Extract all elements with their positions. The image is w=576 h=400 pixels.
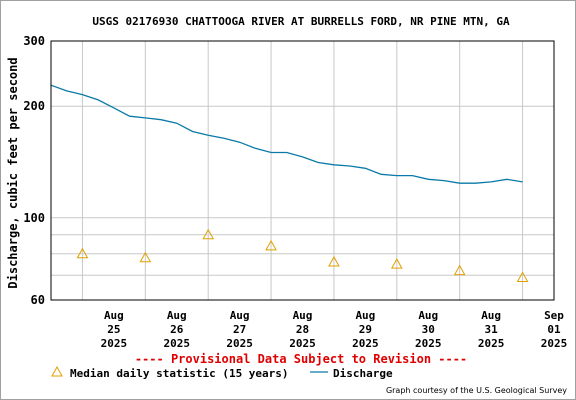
x-tick-label-line: Aug [418,309,438,322]
axis-ticks: 30020010060Aug252025Aug262025Aug272025Au… [23,34,567,350]
x-tick-label-line: Aug [167,309,187,322]
x-tick-label-line: Aug [104,309,124,322]
x-tick-label-line: 2025 [289,337,316,350]
legend-median-marker [51,365,63,377]
x-tick-label-line: 2025 [226,337,253,350]
x-tick-label-line: Aug [481,309,501,322]
median-marker [265,239,277,251]
y-tick-label: 300 [23,34,45,48]
x-tick-label-line: 30 [422,323,435,336]
x-tick-label-line: Aug [355,309,375,322]
y-tick-label: 60 [31,293,45,307]
credit-text: Graph courtesy of the U.S. Geological Su… [386,386,567,395]
plot-border [50,40,555,301]
x-tick-label-line: 01 [547,323,561,336]
x-tick-label-line: Sep [544,309,564,322]
x-tick-label-line: 27 [233,323,246,336]
plot-area [50,84,529,283]
x-tick-label-line: 28 [296,323,309,336]
x-tick-label-line: Aug [293,309,313,322]
legend-median-label: Median daily statistic (15 years) [70,367,289,380]
provisional-note: ---- Provisional Data Subject to Revisio… [135,352,467,366]
chart-title: USGS 02176930 CHATTOOGA RIVER AT BURRELL… [92,15,510,28]
median-marker [328,255,340,267]
x-tick-label-line: 2025 [101,337,128,350]
legend-discharge-label: Discharge [333,367,393,380]
median-marker [390,258,403,269]
median-marker [516,271,529,283]
x-tick-label-line: 2025 [352,337,379,350]
y-tick-label: 200 [23,99,45,113]
x-tick-label-line: 26 [170,323,184,336]
median-marker [76,247,89,259]
median-marker [139,251,152,263]
median-marker [202,228,215,240]
x-tick-label-line: 2025 [164,337,191,350]
y-tick-label: 100 [23,211,45,225]
y-axis-label: Discharge, cubic feet per second [6,57,20,288]
x-tick-label-line: 2025 [541,337,568,350]
x-tick-label-line: 31 [485,323,499,336]
grid-lines [51,40,554,301]
x-tick-label-line: 2025 [478,337,505,350]
x-tick-label-line: Aug [230,309,250,322]
median-marker [453,264,466,276]
legend: Median daily statistic (15 years) Dischar… [51,365,393,380]
x-tick-label-line: 29 [359,323,372,336]
discharge-line [50,84,523,184]
x-tick-label-line: 25 [107,323,120,336]
x-tick-label-line: 2025 [415,337,442,350]
